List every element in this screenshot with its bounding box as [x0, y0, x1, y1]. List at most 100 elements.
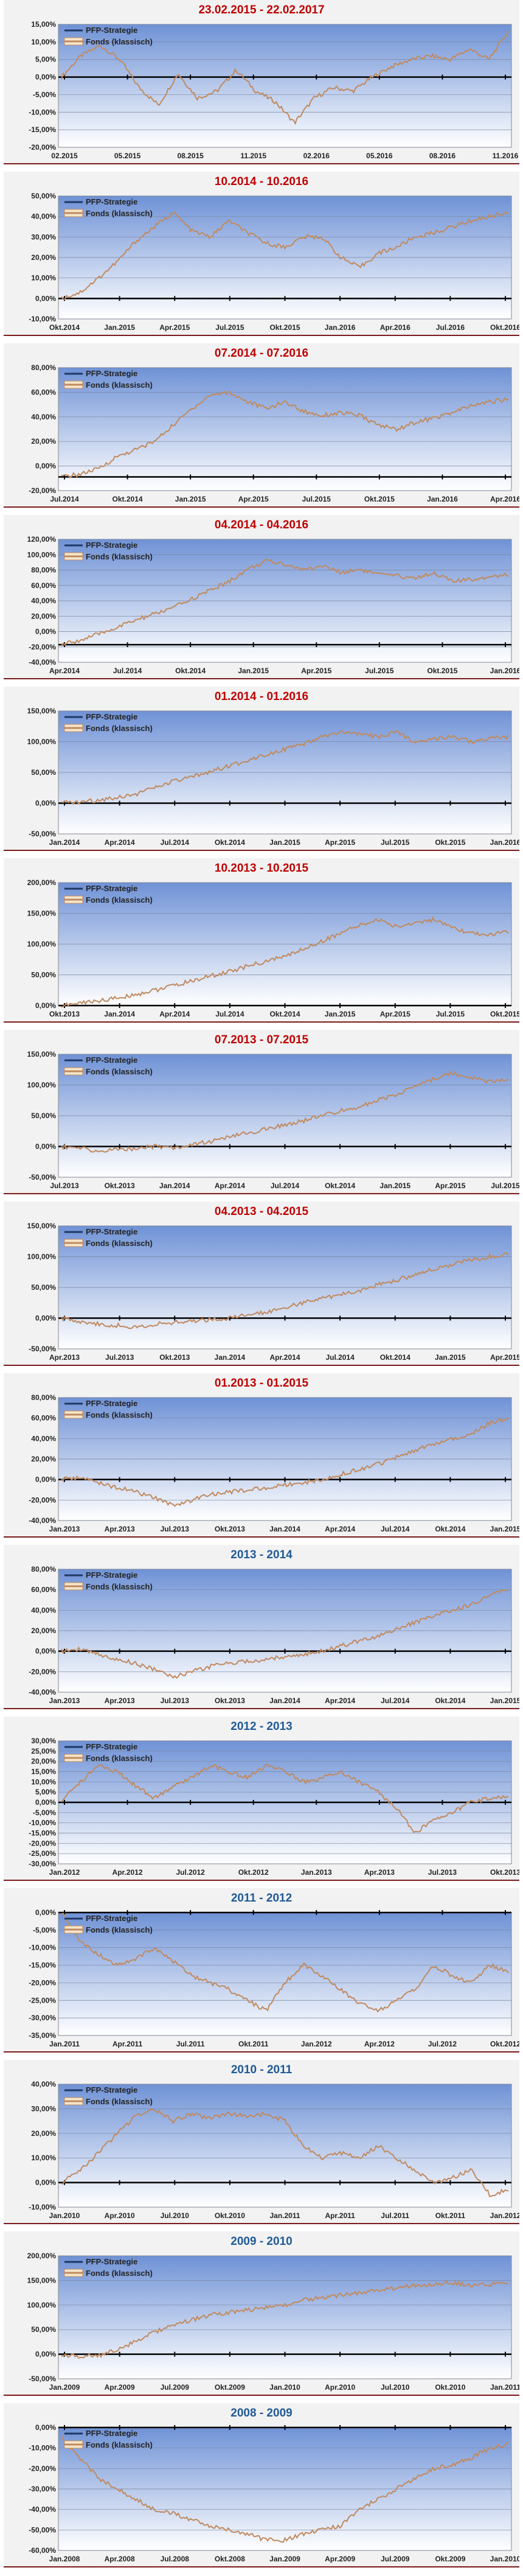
fund-series-line [61, 559, 509, 646]
x-tick-label: Apr.2016 [380, 323, 410, 332]
x-tick-label: Jul.2013 [428, 1868, 457, 1877]
x-tick-label: Okt.2012 [490, 2040, 519, 2048]
legend-fund-label: Fonds (klassisch) [86, 1582, 153, 1591]
y-tick-label: -20,00% [29, 486, 56, 495]
x-tick-label: Okt.2015 [427, 667, 457, 675]
y-tick-label: -10,00% [29, 108, 56, 116]
legend-strategy-label: PFP-Strategie [86, 1055, 137, 1065]
x-tick-label: Jul.2012 [428, 2040, 457, 2048]
y-tick-label: -20,00% [29, 143, 56, 152]
chart-svg: 150,00% 100,00% 50,00% 0,00% -50,00%Apr.2013… [27, 1222, 519, 1362]
legend-fund-label: Fonds (klassisch) [86, 552, 153, 561]
chart-panel: 10.2014 - 10.2016 50,00% 40,00% 30,00% 20,00… [4, 172, 519, 336]
plot-area [58, 1912, 512, 2036]
x-tick-label: Jul.2014 [325, 1353, 355, 1362]
x-tick-label: Jan.2013 [49, 1696, 80, 1705]
y-tick-label: 0,00% [35, 73, 56, 82]
legend-strategy-label: PFP-Strategie [86, 1570, 137, 1580]
x-tick-label: Jan.2015 [175, 495, 206, 503]
fund-series-line [61, 1913, 509, 2013]
y-tick-label: -30,00% [29, 2485, 56, 2493]
y-tick-label: 40,00% [31, 1606, 56, 1614]
y-tick-label: -20,00% [29, 2464, 56, 2473]
x-tick-label: Jul.2009 [161, 2383, 190, 2392]
x-tick-label: Okt.2016 [490, 323, 519, 332]
y-tick-label: 60,00% [31, 1586, 56, 1594]
x-tick-label: 08.2016 [429, 152, 456, 160]
x-tick-label: Jul.2014 [271, 1181, 300, 1190]
legend: PFP-Strategie Fonds (klassisch) [64, 884, 153, 905]
x-tick-label: Jan.2012 [301, 2040, 332, 2048]
y-tick-label: 0,00% [35, 1798, 56, 1807]
chart-panel: 2011 - 2012 0,00% -5,00% -10,00% -15,00% -20,… [4, 1888, 519, 2053]
y-tick-label: 50,00% [31, 1111, 56, 1120]
y-tick-label: 20,00% [31, 2129, 56, 2138]
y-tick-label: -50,00% [29, 2375, 56, 2383]
y-tick-label: 20,00% [31, 1626, 56, 1635]
x-tick-label: Okt.2011 [435, 2211, 466, 2220]
y-tick-label: 30,00% [31, 1737, 56, 1745]
y-tick-label: -50,00% [29, 1173, 56, 1181]
legend-strategy-label: PFP-Strategie [86, 884, 137, 893]
x-tick-label: Okt.2014 [49, 323, 80, 332]
plot-area [58, 24, 512, 148]
y-tick-label: 0,00% [35, 1647, 56, 1656]
y-tick-label: 200,00% [27, 2252, 57, 2260]
x-tick-label: Okt.2011 [238, 2040, 269, 2048]
legend-fund-label: Fonds (klassisch) [86, 1410, 153, 1419]
x-tick-label: Jan.2016 [427, 495, 458, 503]
y-tick-label: -5,00% [33, 1926, 56, 1934]
x-tick-label: Jul.2015 [365, 667, 394, 675]
x-tick-label: Apr.2014 [159, 1010, 190, 1018]
x-tick-label: Jan.2013 [49, 1525, 80, 1533]
chart-svg: 80,00% 60,00% 40,00% 20,00% 0,00% -20,00% -40,… [29, 1565, 519, 1705]
legend-strategy-label: PFP-Strategie [86, 197, 137, 206]
y-tick-label: -15,00% [29, 1961, 56, 1970]
legend-strategy-label: PFP-Strategie [86, 1399, 137, 1408]
x-tick-label: Okt.2008 [215, 2555, 245, 2563]
chart-title: 04.2013 - 04.2015 [214, 1205, 309, 1218]
y-tick-label: -20,00% [29, 1978, 56, 1987]
y-tick-label: 40,00% [31, 413, 56, 421]
chart-svg: 80,00% 60,00% 40,00% 20,00% 0,00% -20,00% -40,… [29, 1393, 519, 1533]
chart-panel: 07.2014 - 07.2016 80,00% 60,00% 40,00% 20,00… [4, 343, 519, 508]
y-tick-label: -10,00% [29, 315, 56, 323]
y-tick-label: -30,00% [29, 2014, 56, 2022]
fund-series-line [61, 391, 509, 478]
legend: PFP-Strategie Fonds (klassisch) [64, 1399, 153, 1419]
y-tick-label: 0,00% [35, 1143, 56, 1151]
y-tick-label: 100,00% [27, 2301, 57, 2309]
chart-panel: 10.2013 - 10.2015 200,00% 150,00% 100,00% 50… [4, 858, 519, 1023]
legend-strategy-label: PFP-Strategie [86, 2085, 137, 2095]
x-tick-label: Jan.2015 [379, 1181, 410, 1190]
chart-title: 01.2014 - 01.2016 [214, 690, 309, 703]
y-tick-label: 40,00% [31, 597, 56, 605]
x-tick-label: Okt.2013 [215, 1525, 245, 1533]
x-tick-label: Jul.2014 [50, 495, 79, 503]
x-tick-label: Jan.2008 [49, 2555, 80, 2563]
x-tick-label: Jul.2014 [381, 1525, 410, 1533]
y-tick-label: 30,00% [31, 2104, 56, 2113]
x-tick-label: 08.2015 [177, 152, 204, 160]
y-tick-label: 50,00% [31, 971, 56, 979]
y-tick-label: -5,00% [33, 1808, 56, 1817]
legend-strategy-label: PFP-Strategie [86, 2257, 137, 2266]
x-tick-label: Jul.2014 [381, 1696, 410, 1705]
chart-panel: 01.2013 - 01.2015 80,00% 60,00% 40,00% 20,00… [4, 1373, 519, 1538]
y-tick-label: 150,00% [27, 1050, 57, 1059]
y-tick-label: 0,00% [35, 462, 56, 471]
x-tick-label: Jan.2010 [269, 2383, 300, 2392]
chart-svg: 40,00%30,00%20,00%10,00%0,00%-10,00%Jan.… [29, 2080, 519, 2220]
legend-fund-label: Fonds (klassisch) [86, 209, 153, 218]
chart-svg: 30,00% 25,00% 20,00% 15,00%10,00% 5,00% 0,00%… [29, 1737, 519, 1877]
chart-title: 07.2014 - 07.2016 [214, 347, 309, 360]
chart-title: 10.2013 - 10.2015 [214, 862, 309, 875]
legend-strategy-label: PFP-Strategie [86, 541, 137, 550]
x-tick-label: Jul.2015 [215, 323, 244, 332]
y-tick-label: 100,00% [27, 1081, 57, 1090]
y-tick-label: 20,00% [31, 1757, 56, 1766]
y-tick-label: -40,00% [29, 1688, 56, 1696]
x-tick-label: Okt.2013 [490, 1868, 519, 1877]
x-tick-label: Okt.2015 [269, 323, 300, 332]
x-tick-label: Jan.2014 [49, 838, 80, 847]
